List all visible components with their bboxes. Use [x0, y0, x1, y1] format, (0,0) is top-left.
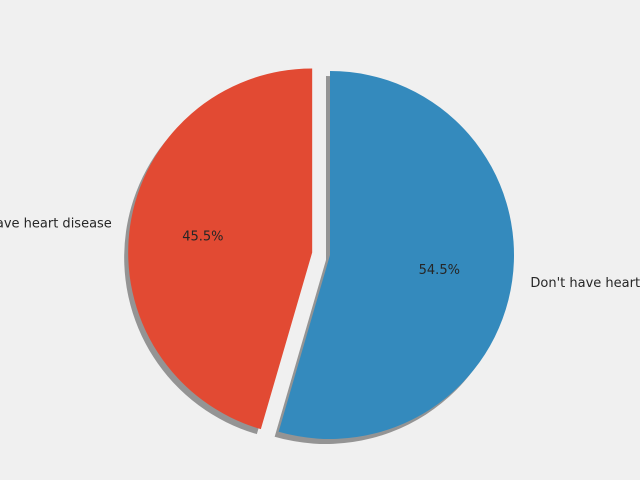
slice-label-have-heart-disease: Have heart disease	[0, 216, 112, 231]
slice-label-don-t-have-heart-disease: Don't have heart disease	[530, 276, 640, 291]
pie-slice-have-heart-disease	[128, 68, 313, 430]
pie-label-layer: Have heart disease 45.5% Don't have heart …	[0, 216, 640, 291]
slice-percent-have-heart-disease: 45.5%	[182, 229, 223, 244]
pie-slice-layer	[128, 68, 514, 439]
slice-percent-don-t-have-heart-disease: 54.5%	[419, 263, 460, 278]
pie-slice-don-t-have-heart-disease	[278, 71, 514, 439]
